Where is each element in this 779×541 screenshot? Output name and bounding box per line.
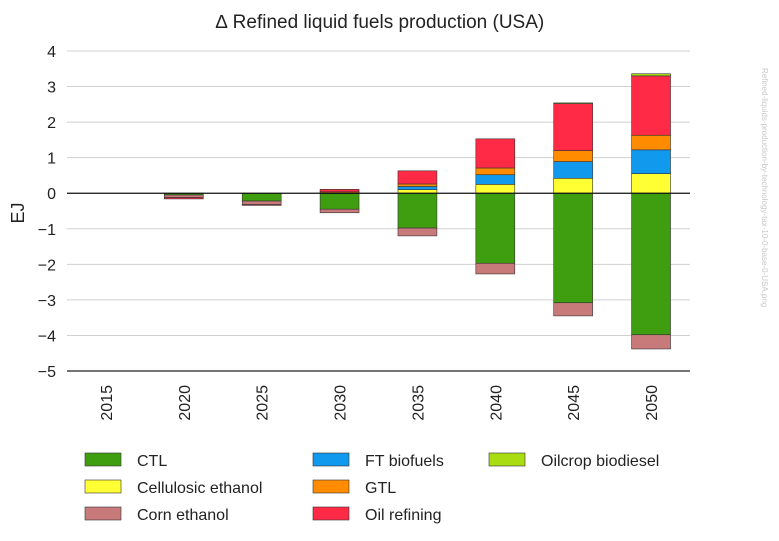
legend-item: Oil refining bbox=[312, 506, 441, 524]
y-tick-label: −3 bbox=[38, 293, 56, 310]
x-tick-label: 2030 bbox=[333, 385, 350, 421]
y-tick-label: 4 bbox=[47, 44, 56, 61]
y-tick-label: −4 bbox=[38, 328, 56, 345]
bar-segment-oil-refining bbox=[241, 204, 282, 206]
bar-segment-ctl bbox=[631, 192, 671, 336]
bar-segment-ctl bbox=[475, 192, 516, 264]
bar-segment-cellulosic-ethanol bbox=[553, 177, 593, 194]
watermark: Refined-liquids-production-by-technology… bbox=[760, 68, 769, 307]
y-axis-label: EJ bbox=[8, 202, 28, 223]
legend-swatch bbox=[84, 452, 122, 467]
bar-segment-gtl bbox=[397, 183, 438, 187]
legend-item: CTL bbox=[84, 452, 167, 470]
bar-segment-ft-biofuels bbox=[631, 149, 671, 174]
y-axis-ticks: 4 3 2 1 0 −1 −2 −3 −4 −5 bbox=[38, 44, 56, 381]
bar-segment-gtl bbox=[553, 150, 593, 162]
bar-segment-ctl bbox=[241, 192, 282, 202]
bar-segment-corn-ethanol bbox=[631, 334, 671, 350]
legend-item: Corn ethanol bbox=[84, 506, 229, 524]
legend: CTL Cellulosic ethanol Corn ethanol FT biof… bbox=[84, 452, 659, 524]
x-tick-label: 2020 bbox=[177, 385, 194, 421]
bar-segment-ctl bbox=[553, 192, 593, 304]
bar-segment-corn-ethanol bbox=[475, 262, 516, 275]
y-tick-label: −5 bbox=[38, 364, 56, 381]
bars bbox=[164, 73, 671, 350]
y-tick-label: −1 bbox=[38, 222, 56, 239]
legend-label: GTL bbox=[365, 480, 396, 497]
y-tick-label: 0 bbox=[47, 186, 56, 203]
legend-swatch bbox=[84, 479, 122, 494]
bar-segment-ctl bbox=[397, 192, 438, 229]
legend-label: Oilcrop biodiesel bbox=[541, 453, 659, 470]
bar-segment-corn-ethanol bbox=[164, 194, 204, 198]
bar-segment-corn-ethanol bbox=[241, 200, 282, 205]
bar-segment-corn-ethanol bbox=[397, 227, 438, 237]
bar-segment-ft-biofuels bbox=[553, 161, 593, 179]
bar-segment-gtl bbox=[475, 167, 516, 176]
y-tick-label: −2 bbox=[38, 257, 56, 274]
bar-segment-corn-ethanol bbox=[553, 302, 593, 317]
x-tick-label: 2025 bbox=[255, 385, 272, 421]
bar-segment-oil-refining bbox=[164, 197, 204, 200]
bar-segment-cellulosic-ethanol bbox=[631, 173, 671, 194]
bar-segment-oilcrop-biodiesel bbox=[553, 102, 593, 105]
legend-item: Cellulosic ethanol bbox=[84, 479, 262, 497]
bar-segment-oil-refining bbox=[631, 75, 671, 136]
bar-segment-oil-refining bbox=[397, 170, 438, 185]
legend-swatch bbox=[312, 452, 350, 467]
x-tick-label: 2040 bbox=[488, 385, 505, 421]
bar-segment-ft-biofuels bbox=[475, 174, 516, 185]
legend-label: Cellulosic ethanol bbox=[137, 480, 262, 497]
legend-swatch bbox=[312, 479, 350, 494]
legend-item: Oilcrop biodiesel bbox=[488, 452, 659, 470]
bar-segment-oil-refining bbox=[475, 138, 516, 169]
legend-item: FT biofuels bbox=[312, 452, 444, 470]
bar-segment-oil-refining bbox=[319, 189, 360, 193]
bar-segment-ft-biofuels bbox=[397, 186, 438, 190]
gridlines bbox=[67, 50, 690, 372]
legend-swatch bbox=[84, 506, 122, 521]
legend-label: Oil refining bbox=[365, 507, 441, 524]
x-axis-ticks: 2015 2020 2025 2030 2035 2040 2045 2050 bbox=[99, 385, 661, 421]
y-tick-label: 3 bbox=[47, 80, 56, 97]
x-tick-label: 2045 bbox=[566, 385, 583, 421]
x-tick-label: 2015 bbox=[99, 385, 116, 421]
legend-swatch bbox=[312, 506, 350, 521]
legend-label: CTL bbox=[137, 453, 167, 470]
legend-label: FT biofuels bbox=[365, 453, 444, 470]
x-tick-label: 2035 bbox=[410, 385, 427, 421]
y-tick-label: 1 bbox=[47, 151, 56, 168]
legend-item: GTL bbox=[312, 479, 396, 497]
bar-segment-corn-ethanol bbox=[319, 208, 360, 214]
bar-segment-oilcrop-biodiesel bbox=[631, 73, 671, 77]
legend-swatch bbox=[488, 452, 526, 467]
bar-segment-ctl bbox=[319, 192, 360, 210]
x-tick-label: 2050 bbox=[644, 385, 661, 421]
bar-segment-cellulosic-ethanol bbox=[475, 184, 516, 194]
legend-label: Corn ethanol bbox=[137, 507, 229, 524]
y-tick-label: 2 bbox=[47, 115, 56, 132]
chart-title: ∆ Refined liquid fuels production (USA) bbox=[216, 12, 544, 33]
bar-segment-oil-refining bbox=[553, 102, 593, 151]
bar-segment-gtl bbox=[631, 134, 671, 151]
